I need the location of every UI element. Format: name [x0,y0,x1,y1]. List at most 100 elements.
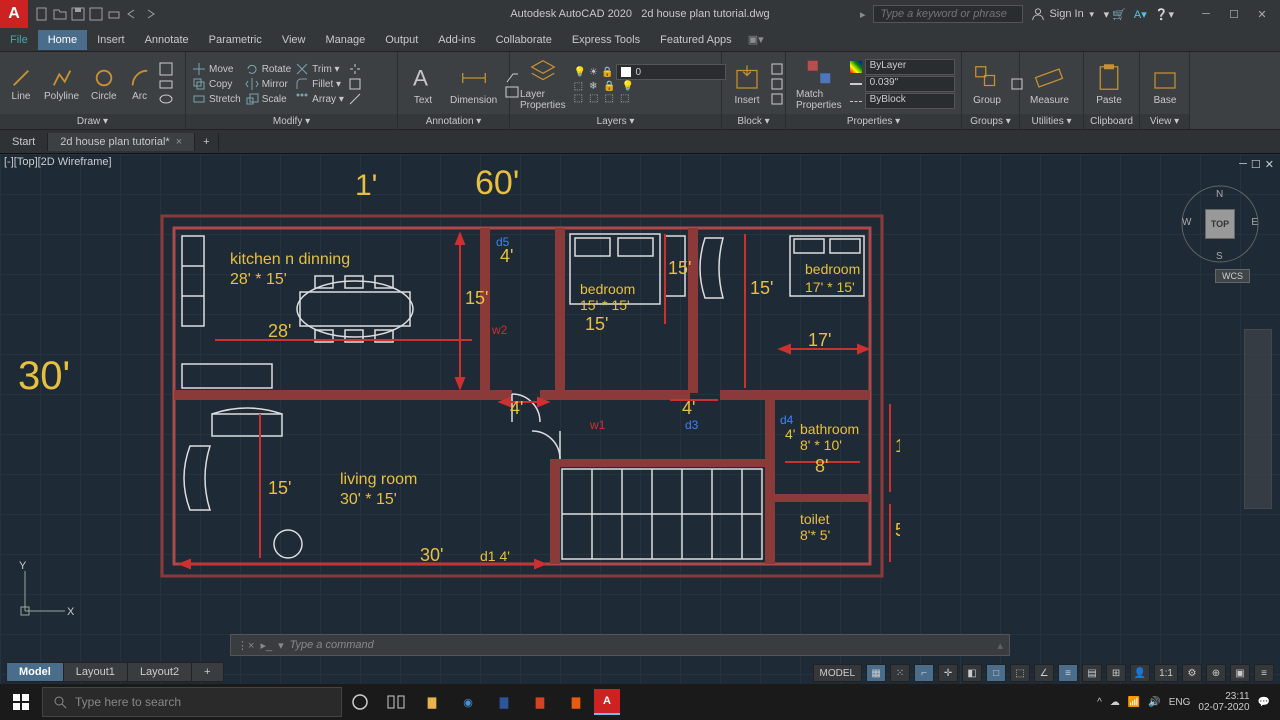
tab-annotate[interactable]: Annotate [135,30,199,50]
undo-icon[interactable] [124,6,140,22]
navigation-bar[interactable] [1244,329,1272,509]
tab-extra-icon[interactable]: ▣▾ [748,33,764,46]
tab-file[interactable]: File [0,30,38,50]
rotate-button[interactable]: Rotate [245,62,291,76]
sb-otrack-icon[interactable]: ∠ [1034,664,1054,682]
sb-max-icon[interactable]: ▣ [1230,664,1250,682]
scale-button[interactable]: Scale [245,92,291,106]
tab-insert[interactable]: Insert [87,30,135,50]
vp-max-icon[interactable]: ☐ [1251,158,1261,171]
tb-ppt-icon[interactable]: ▇ [522,684,558,720]
offset-icon[interactable] [348,77,362,91]
tb-app1-icon[interactable]: ▇ [558,684,594,720]
circle-button[interactable]: Circle [87,65,121,104]
vp-min-icon[interactable]: ─ [1239,158,1247,171]
tray-up-icon[interactable]: ^ [1097,697,1102,708]
start-button[interactable] [0,684,42,720]
fillet-button[interactable]: Fillet ▾ [295,77,344,91]
tab-start[interactable]: Start [0,133,48,151]
layer-match-icon[interactable]: ⬚ [574,93,583,104]
hatch-icon[interactable] [159,62,173,76]
autodesk-app-icon[interactable]: A▾ [1134,8,1147,21]
taskbar-search[interactable]: Type here to search [42,687,342,717]
close-button[interactable]: ✕ [1248,4,1276,24]
stretch-button[interactable]: Stretch [192,92,241,106]
dimension-button[interactable]: Dimension [446,61,501,108]
mirror-button[interactable]: Mirror [245,77,291,91]
cortana-icon[interactable] [342,684,378,720]
tab-collaborate[interactable]: Collaborate [486,30,562,50]
viewport-label[interactable]: [-][Top][2D Wireframe] [4,156,112,168]
array-button[interactable]: Array ▾ [295,92,344,106]
attr-icon[interactable] [770,92,784,106]
tab-output[interactable]: Output [375,30,428,50]
new-tab-button[interactable]: + [195,133,218,151]
base-button[interactable]: Base [1146,61,1184,108]
arc-button[interactable]: Arc [125,65,155,104]
redo-icon[interactable] [142,6,158,22]
tb-autocad-icon[interactable]: A [594,689,620,715]
wcs-label[interactable]: WCS [1215,269,1250,283]
sb-tr-icon[interactable]: ▤ [1082,664,1102,682]
tab-home[interactable]: Home [38,30,87,50]
explode-icon[interactable] [348,62,362,76]
measure-button[interactable]: Measure [1026,61,1073,108]
add-layout-button[interactable]: + [191,662,223,682]
tab-featured[interactable]: Featured Apps [650,30,742,50]
move-button[interactable]: Move [192,62,241,76]
print-icon[interactable] [106,6,122,22]
sb-model[interactable]: MODEL [813,664,863,682]
sb-gear-icon[interactable]: ⚙ [1182,664,1202,682]
sb-polar-icon[interactable]: ✛ [938,664,958,682]
polyline-button[interactable]: Polyline [40,65,83,104]
create-block-icon[interactable] [770,62,784,76]
tray-sound-icon[interactable]: 🔊 [1148,697,1160,708]
tray-lang[interactable]: ENG [1169,697,1191,708]
viewcube-top[interactable]: TOP [1205,209,1235,239]
tab-layout2[interactable]: Layout2 [127,662,192,682]
match-properties-button[interactable]: Match Properties [792,55,846,113]
tab-view[interactable]: View [272,30,316,50]
close-tab-icon[interactable]: × [176,136,182,148]
group-button[interactable]: Group [968,61,1006,108]
sb-cui-icon[interactable]: ≡ [1254,664,1274,682]
sb-scale[interactable]: 1:1 [1154,664,1178,682]
layer-iso-icon[interactable]: ⬚ [574,81,583,92]
edit-block-icon[interactable] [770,77,784,91]
viewcube[interactable]: NSEW TOP [1180,184,1260,264]
open-icon[interactable] [52,6,68,22]
exchange-icon[interactable]: ▾ 🛒 [1104,8,1126,21]
line-button[interactable]: Line [6,65,36,104]
tab-layout1[interactable]: Layout1 [63,662,128,682]
vp-close-icon[interactable]: ✕ [1265,158,1274,171]
sb-osnap-icon[interactable]: □ [986,664,1006,682]
drawing-canvas[interactable]: [-][Top][2D Wireframe] ─☐✕ NSEW TOP WCS … [0,154,1280,684]
command-line[interactable]: ⋮× ▸_ ▾ Type a command ▴ [230,634,1010,656]
signin-button[interactable]: Sign In▼ [1031,7,1095,21]
layer-off-icon[interactable]: 💡 [622,81,634,92]
sb-anno-icon[interactable]: 👤 [1130,664,1150,682]
tab-model[interactable]: Model [6,662,64,682]
sb-lwt-icon[interactable]: ≡ [1058,664,1078,682]
linetype-dropdown[interactable]: ByBlock [865,93,955,109]
help-search-input[interactable] [873,5,1023,23]
insert-button[interactable]: Insert [728,61,766,108]
sb-snap-icon[interactable]: ⁙ [890,664,910,682]
tray-wifi-icon[interactable]: 📶 [1128,697,1140,708]
maximize-button[interactable]: ☐ [1220,4,1248,24]
tray-clock[interactable]: 23:1102-07-2020 [1198,691,1249,713]
paste-button[interactable]: Paste [1090,61,1128,108]
taskview-icon[interactable] [378,684,414,720]
text-button[interactable]: AText [404,61,442,108]
erase-icon[interactable] [348,92,362,106]
app-logo[interactable]: A [0,0,28,28]
tb-explorer-icon[interactable]: ▇ [414,684,450,720]
saveas-icon[interactable] [88,6,104,22]
tray-notifications-icon[interactable]: 💬 [1258,697,1270,708]
trim-button[interactable]: Trim ▾ [295,62,344,76]
sb-ws-icon[interactable]: ⊕ [1206,664,1226,682]
sb-3dosnap-icon[interactable]: ⬚ [1010,664,1030,682]
tb-word-icon[interactable]: ▇ [486,684,522,720]
tab-manage[interactable]: Manage [315,30,375,50]
cmd-history-icon[interactable]: ▸_ [260,639,272,652]
